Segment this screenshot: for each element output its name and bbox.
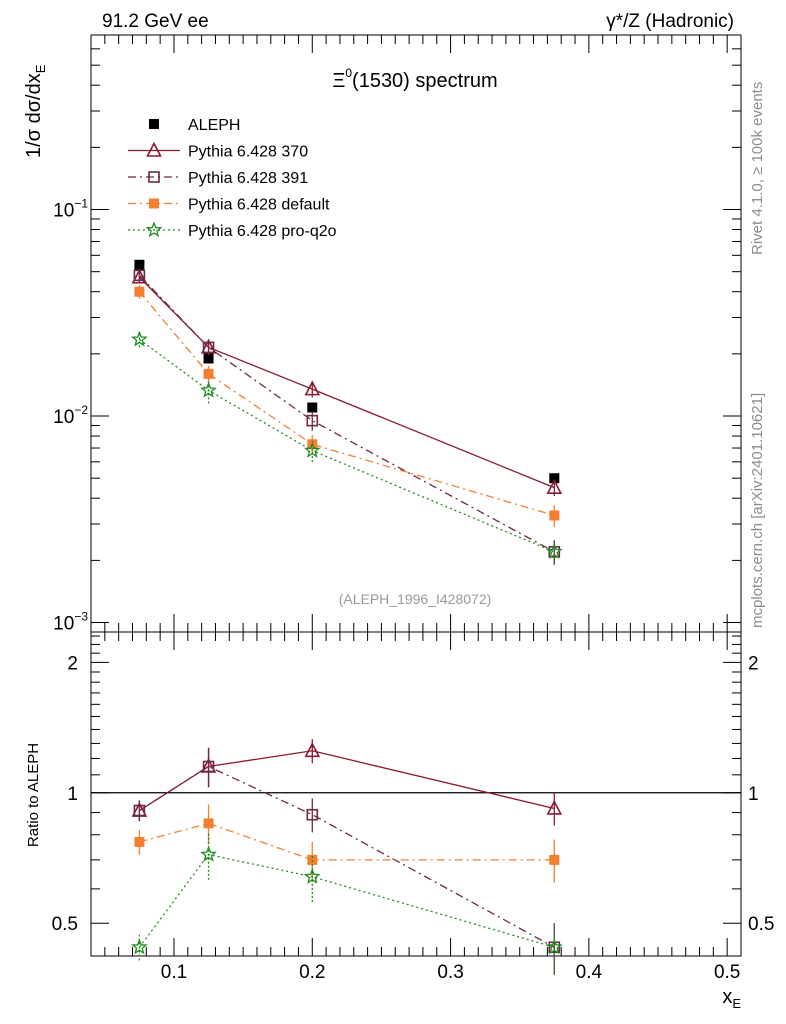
main-y-tick-label: 10−3	[53, 610, 88, 635]
legend-label-pythia-6-428-391: Pythia 6.428 391	[188, 170, 308, 187]
legend-label-pythia-6-428-pro-q2o: Pythia 6.428 pro-q2o	[188, 223, 337, 240]
x-tick-label: 0.2	[299, 962, 325, 983]
main-point-pythia-6-428-pro-q2o	[131, 330, 148, 347]
ratio-y-tick-label-left: 1	[67, 784, 78, 805]
main-point-pythia-6-428-391	[133, 269, 146, 282]
x-tick-label: 0.3	[437, 962, 463, 983]
main-point-aleph	[549, 473, 560, 484]
ratio-y-axis-title: Ratio to ALEPH	[25, 743, 42, 847]
x-tick-label: 0.4	[576, 962, 603, 983]
ratio-line-pythia-6-428-pro-q2o	[138, 853, 555, 948]
ratio-point-pythia-6-428-pro-q2o	[303, 867, 321, 884]
main-point-pythia-6-428-370	[546, 478, 563, 494]
ratio-y-tick-label-right: 1	[748, 784, 759, 805]
series-markers	[131, 259, 563, 975]
main-point-pythia-6-428-391	[202, 341, 215, 354]
x-tick-label: 0.5	[714, 962, 740, 983]
main-y-tick-label: 10−1	[53, 197, 88, 222]
legend-marker-pythia-6-428-370	[146, 141, 162, 157]
ratio-point-pythia-6-428-370	[304, 742, 321, 758]
legend-marker-aleph	[149, 119, 159, 129]
main-point-aleph	[203, 353, 214, 364]
x-tick-label: 0.1	[161, 962, 187, 983]
legend-label-pythia-6-428-370: Pythia 6.428 370	[188, 144, 308, 161]
main-point-pythia-6-428-default	[134, 286, 145, 297]
main-line-pythia-6-428-370	[138, 276, 555, 489]
ratio-point-pythia-6-428-391	[306, 808, 319, 821]
ratio-point-pythia-6-428-default	[203, 818, 214, 829]
ratio-line-pythia-6-428-391	[139, 765, 555, 948]
ratio-point-pythia-6-428-370	[546, 799, 563, 815]
ratio-y-tick-label-left: 2	[67, 653, 78, 674]
ratio-point-pythia-6-428-391	[202, 760, 215, 773]
ratio-y-tick-label-left: 0.5	[52, 914, 78, 935]
main-point-aleph	[307, 402, 318, 413]
series-lines	[91, 274, 741, 948]
analysis-label: (ALEPH_1996_I428072)	[339, 591, 492, 607]
ratio-point-pythia-6-428-pro-q2o	[545, 938, 563, 955]
ratio-y-tick-label-right: 0.5	[748, 914, 774, 935]
chart-title: Ξ0(1530) spectrum	[332, 66, 497, 92]
legend-marker-pythia-6-428-391	[148, 171, 160, 183]
mcplots-label: mcplots.cern.ch [arXiv:2401.10621]	[749, 393, 766, 628]
legend: ALEPH Pythia 6.428 370 Pythia 6.428 391 Pyt…	[128, 117, 337, 240]
main-y-axis-title: 1/σ dσ/dxE	[23, 64, 48, 158]
legend-marker-pythia-6-428-pro-q2o	[145, 221, 163, 238]
main-point-pythia-6-428-default	[549, 510, 560, 521]
legend-label-aleph: ALEPH	[188, 117, 240, 134]
main-y-tick-label: 10−2	[53, 403, 88, 428]
ratio-plot-frame	[90, 631, 742, 957]
ratio-point-pythia-6-428-pro-q2o	[131, 938, 148, 955]
ratio-point-pythia-6-428-default	[134, 836, 145, 847]
ratio-line-pythia-6-428-370	[139, 750, 555, 812]
ratio-line-pythia-6-428-default	[139, 822, 555, 861]
ratio-y-tick-label-right: 2	[748, 653, 759, 674]
main-point-pythia-6-428-pro-q2o	[303, 441, 321, 458]
main-point-aleph	[134, 259, 145, 270]
main-point-pythia-6-428-391	[306, 414, 319, 427]
ratio-point-pythia-6-428-391	[133, 804, 146, 817]
legend-marker-pythia-6-428-default	[149, 198, 159, 209]
main-point-pythia-6-428-370	[304, 380, 321, 396]
header-energy-label: 91.2 GeV ee	[102, 11, 209, 32]
rivet-version-label: Rivet 4.1.0, ≥ 100k events	[749, 82, 766, 255]
ratio-point-pythia-6-428-pro-q2o	[200, 845, 217, 862]
main-point-pythia-6-428-default	[203, 368, 214, 379]
x-axis-title: xE	[722, 986, 741, 1011]
ratio-point-pythia-6-428-default	[549, 854, 560, 865]
axis-ticks: 10−1 10−2 10−3 0.1 0.2 0.3 0.4 0.5 2 2 1 1 0.5 0.5	[52, 35, 774, 983]
main-line-pythia-6-428-pro-q2o	[139, 338, 555, 553]
header-process-label: γ*/Z (Hadronic)	[606, 11, 734, 32]
legend-label-pythia-6-428-default: Pythia 6.428 default	[188, 197, 330, 214]
main-point-pythia-6-428-pro-q2o	[545, 543, 563, 559]
main-point-pythia-6-428-370	[131, 268, 148, 284]
main-line-pythia-6-428-391	[138, 274, 555, 553]
main-point-pythia-6-428-pro-q2o	[200, 381, 217, 398]
